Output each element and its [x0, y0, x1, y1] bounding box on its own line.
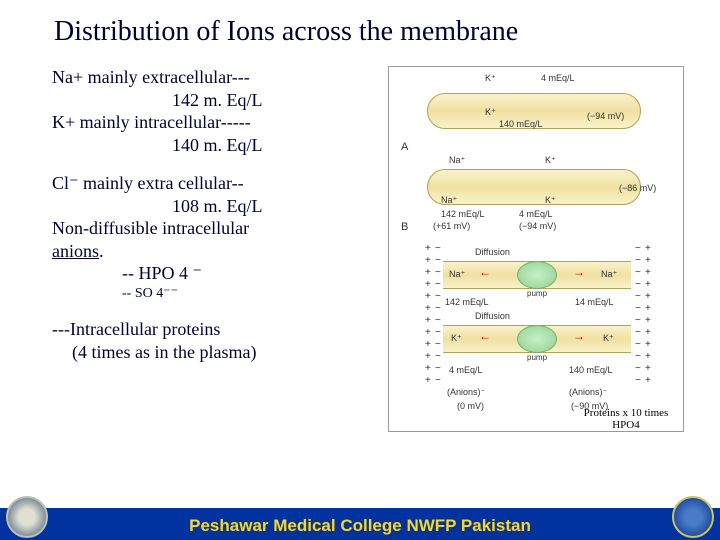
panelA-k-in-val: 140 mEq/L — [499, 119, 543, 129]
hpo4-line: -- HPO 4 ⁻ — [52, 262, 382, 285]
so4-line: -- SO 4⁻⁻ — [52, 285, 382, 303]
panelC-k2: K⁺ — [603, 333, 614, 344]
protein-line1: ---Intracellular proteins — [52, 318, 382, 341]
membrane-diagram: K⁺ 4 mEq/L K⁺ 140 mEq/L (−94 mV) A Na⁺ N… — [388, 66, 684, 432]
panelB-na-in-val: 4 mEq/L — [519, 209, 553, 219]
panelB-net-pot: (−86 mV) — [619, 183, 656, 193]
cylinder-b — [427, 169, 641, 205]
panelC-k-in: 140 mEq/L — [569, 365, 613, 375]
panelB-na-out-val: 142 mEq/L — [441, 209, 485, 219]
panelA-potential: (−94 mV) — [587, 111, 624, 121]
panelA-k-in: K⁺ — [485, 107, 496, 118]
panelC-anions2: (Anions)⁻ — [569, 387, 607, 398]
anion-line1: Non-diffusible intracellular — [52, 217, 382, 240]
panelC-k-out: 4 mEq/L — [449, 365, 483, 375]
panelC-na2: Na⁺ — [601, 269, 617, 280]
panelC-na-out: 142 mEq/L — [445, 297, 489, 307]
diagram-column: K⁺ 4 mEq/L K⁺ 140 mEq/L (−94 mV) A Na⁺ N… — [382, 66, 692, 432]
protein-line2: (4 times as in the plasma) — [52, 341, 382, 364]
panelC-na1: Na⁺ — [449, 269, 465, 280]
panelB-marker: B — [401, 221, 408, 233]
panelC-zero: (0 mV) — [457, 401, 484, 411]
panelA-k-out-val: 4 mEq/L — [541, 73, 575, 83]
charges-right-neg: −−−−−−−−−−−− — [635, 243, 641, 387]
panelB-k-in: K⁺ — [545, 195, 556, 206]
cl-value: 108 m. Eq/L — [52, 195, 382, 218]
na-line: Na+ mainly extracellular--- — [52, 66, 382, 89]
panelC-pump1: pump — [527, 289, 547, 298]
panelC-diffusion1: Diffusion — [475, 247, 510, 257]
charges-left: ++++++++++++ — [425, 243, 431, 387]
panelB-na-pot: (+61 mV) — [433, 221, 470, 231]
k-arrow-left: ← — [479, 329, 491, 343]
panelA-k-out: K⁺ — [485, 73, 496, 84]
na-value: 142 m. Eq/L — [52, 89, 382, 112]
panelC-anions1: (Anions)⁻ — [447, 387, 485, 398]
panelA-marker: A — [401, 141, 408, 153]
panelC-diffusion2: Diffusion — [475, 311, 510, 321]
panelB-k-out: K⁺ — [545, 155, 556, 166]
anion-line2: anions. — [52, 240, 382, 263]
na-arrow-left: ← — [479, 265, 491, 279]
charges-left-neg: −−−−−−−−−−−− — [435, 243, 441, 387]
panelB-na-out: Na⁺ — [449, 155, 465, 166]
k-line: K+ mainly intracellular----- — [52, 111, 382, 134]
panelC-k1: K⁺ — [451, 333, 462, 344]
charges-right: ++++++++++++ — [645, 243, 651, 387]
diagram-caption: Proteins x 10 times HPO4 — [571, 407, 681, 431]
na-pump — [517, 261, 557, 289]
cl-line: Cl⁻ mainly extra cellular-- — [52, 172, 382, 195]
panelB-na-in: Na⁺ — [441, 195, 457, 206]
panelC-pump2: pump — [527, 353, 547, 362]
panelC-na-in: 14 mEq/L — [575, 297, 614, 307]
k-arrow-right: → — [573, 329, 585, 343]
slide-title: Distribution of Ions across the membrane — [0, 0, 720, 48]
k-value: 140 m. Eq/L — [52, 134, 382, 157]
text-column: Na+ mainly extracellular--- 142 m. Eq/L … — [52, 66, 382, 432]
footer-text: Peshawar Medical College NWFP Pakistan — [0, 516, 720, 536]
na-arrow-right: → — [573, 265, 585, 279]
panelB-k-pot: (−94 mV) — [519, 221, 556, 231]
content-area: Na+ mainly extracellular--- 142 m. Eq/L … — [0, 48, 720, 432]
k-pump — [517, 325, 557, 353]
